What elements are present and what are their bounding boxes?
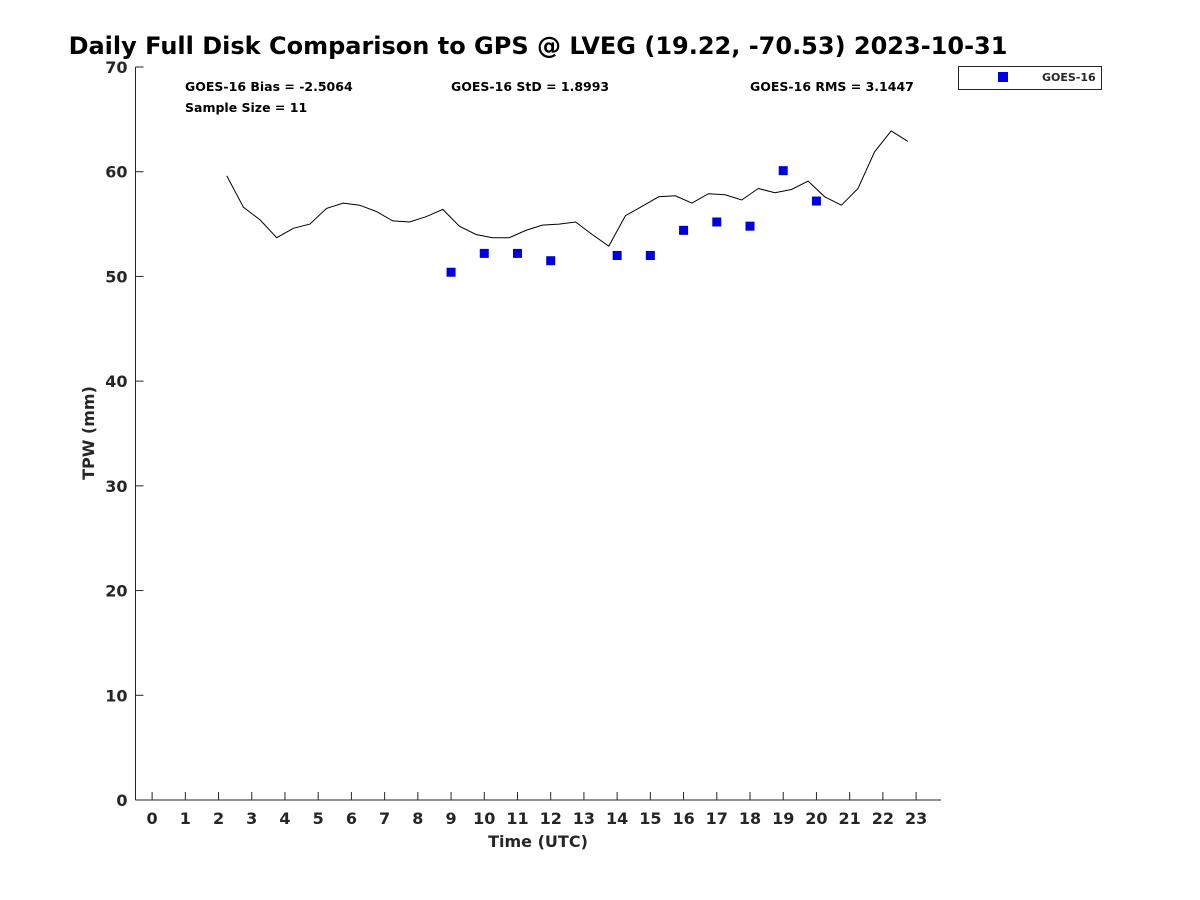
legend: GOES-16 xyxy=(958,66,1102,90)
x-tick-label: 10 xyxy=(473,809,495,828)
x-tick-label: 20 xyxy=(805,809,827,828)
goes16-data-point xyxy=(778,166,788,176)
x-tick-label: 5 xyxy=(313,809,324,828)
x-tick-label: 7 xyxy=(379,809,390,828)
x-tick-label: 18 xyxy=(739,809,761,828)
x-tick-label: 0 xyxy=(147,809,158,828)
y-tick-label: 60 xyxy=(105,163,127,182)
x-tick-label: 6 xyxy=(346,809,357,828)
goes16-data-point xyxy=(645,250,655,260)
legend-label-goes16: GOES-16 xyxy=(1042,71,1096,84)
series-layer xyxy=(226,130,909,277)
x-axis: 0 1 2 3 4 5 6 7 8 9 10 11 12 13 14 15 16 17 18 19 20 21 22 23 xyxy=(147,792,927,828)
y-tick-label: 0 xyxy=(116,791,127,810)
x-tick-label: 21 xyxy=(839,809,861,828)
chart-title: Daily Full Disk Comparison to GPS @ LVEG… xyxy=(69,32,1008,60)
x-tick-label: 17 xyxy=(706,809,728,828)
y-tick-label: 70 xyxy=(105,58,127,77)
goes16-data-point xyxy=(446,267,456,277)
legend-box xyxy=(958,66,1102,90)
goes16-data-point xyxy=(712,217,722,227)
x-tick-label: 3 xyxy=(246,809,257,828)
x-tick-label: 8 xyxy=(412,809,423,828)
stat-rms: GOES-16 RMS = 3.1447 xyxy=(750,79,914,94)
stat-sample-size: Sample Size = 11 xyxy=(185,100,307,115)
legend-marker-goes16 xyxy=(998,72,1008,82)
x-tick-label: 23 xyxy=(905,809,927,828)
x-tick-label: 19 xyxy=(772,809,794,828)
x-tick-label: 2 xyxy=(213,809,224,828)
goes16-data-point xyxy=(612,250,622,260)
goes16-data-point xyxy=(811,196,821,206)
y-axis: 0 10 20 30 40 50 60 70 xyxy=(105,58,144,810)
goes16-data-point xyxy=(512,248,522,258)
x-tick-label: 9 xyxy=(445,809,456,828)
goes16-data-point xyxy=(546,256,556,266)
y-tick-label: 10 xyxy=(105,686,127,705)
x-axis-label: Time (UTC) xyxy=(488,832,588,851)
goes16-data-point xyxy=(479,248,489,258)
goes16-data-point xyxy=(745,221,755,231)
y-tick-label: 30 xyxy=(105,477,127,496)
stat-std: GOES-16 StD = 1.8993 xyxy=(451,79,609,94)
y-tick-label: 50 xyxy=(105,267,127,286)
x-tick-label: 22 xyxy=(872,809,894,828)
x-tick-label: 16 xyxy=(672,809,694,828)
reference-line xyxy=(226,130,909,247)
y-tick-label: 40 xyxy=(105,372,127,391)
x-tick-label: 12 xyxy=(540,809,562,828)
x-tick-label: 1 xyxy=(180,809,191,828)
stat-bias: GOES-16 Bias = -2.5064 xyxy=(185,79,353,94)
x-tick-label: 14 xyxy=(606,809,628,828)
x-tick-label: 11 xyxy=(506,809,528,828)
y-axis-label: TPW (mm) xyxy=(79,386,98,480)
x-tick-label: 4 xyxy=(279,809,290,828)
x-tick-label: 15 xyxy=(639,809,661,828)
y-tick-label: 20 xyxy=(105,582,127,601)
x-tick-label: 13 xyxy=(573,809,595,828)
goes16-data-point xyxy=(679,225,689,235)
